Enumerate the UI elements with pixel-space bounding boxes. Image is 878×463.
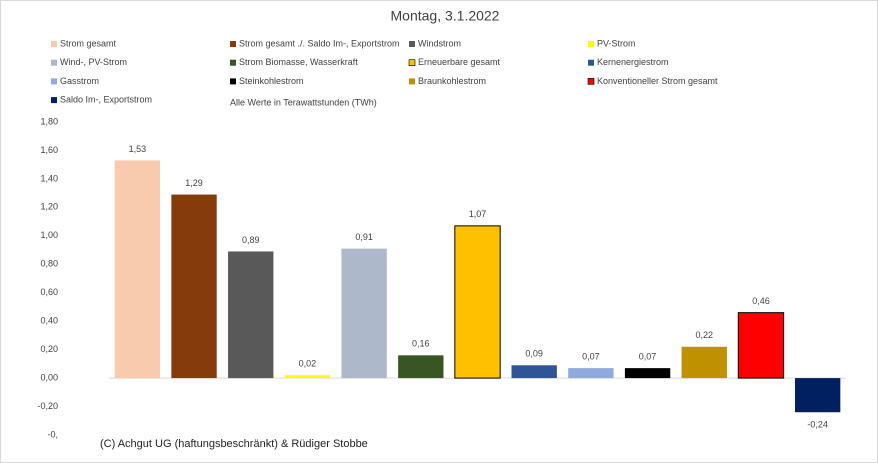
y-tick-label: 0,00 [40, 372, 58, 382]
bar [284, 375, 331, 379]
data-label: 0,09 [525, 349, 543, 359]
bar [737, 312, 785, 379]
bar [114, 160, 161, 379]
data-label: 1,29 [185, 178, 203, 188]
bar [398, 355, 444, 379]
data-label: -0,24 [807, 420, 828, 430]
y-tick-label: 1,40 [40, 173, 58, 183]
legend-label: Windstrom [418, 38, 461, 48]
legend-swatch [230, 59, 236, 66]
legend-swatch [409, 41, 415, 47]
y-tick-label: 1,80 [40, 116, 58, 126]
legend-swatch [51, 97, 57, 104]
bar [568, 368, 614, 379]
bar [228, 251, 274, 379]
legend-swatch [230, 41, 236, 47]
legend-label: Saldo Im-, Exportstrom [60, 94, 152, 104]
legend-label: Strom Biomasse, Wasserkraft [239, 57, 358, 67]
annotation: (C) Achgut UG (haftungsbeschränkt) & Rüd… [100, 438, 368, 450]
bar [681, 346, 727, 379]
data-label: 1,53 [129, 144, 147, 154]
bar [794, 378, 841, 413]
legend-label: Gasstrom [60, 76, 99, 86]
data-label: 0,07 [639, 352, 657, 362]
legend-label: Konventioneller Strom gesamt [597, 76, 718, 86]
data-label: 0,46 [752, 296, 770, 306]
legend-label: Kernenergiestrom [597, 57, 669, 67]
legend-swatch [51, 59, 57, 66]
data-label: 0,02 [299, 359, 317, 369]
legend-label: PV-Strom [597, 38, 636, 48]
data-label: 0,89 [242, 235, 260, 245]
y-tick-label: 0,20 [40, 344, 58, 354]
y-tick-label: 1,20 [40, 202, 58, 212]
data-label: 0,91 [355, 232, 373, 242]
legend-swatch [588, 59, 594, 66]
y-tick-label: 0,80 [40, 259, 58, 269]
legend-swatch [588, 41, 594, 47]
legend-swatch [51, 41, 57, 47]
data-label: 1,07 [469, 209, 487, 219]
legend-swatch [230, 78, 236, 85]
y-tick-label: 1,60 [40, 145, 58, 155]
legend-swatch [587, 78, 595, 85]
bar [341, 248, 387, 379]
legend-label: Steinkohlestrom [239, 76, 304, 86]
legend-label: Wind-, PV-Strom [60, 57, 127, 67]
legend-swatch [409, 78, 415, 85]
y-tick-label: 1,00 [40, 230, 58, 240]
legend-swatch [408, 59, 416, 67]
data-label: 0,07 [582, 352, 600, 362]
legend-label: Strom gesamt ./. Saldo Im-, Exportstrom [239, 38, 400, 48]
legend-label: Erneuerbare gesamt [418, 57, 501, 67]
y-tick-label: -0,20 [37, 401, 58, 411]
y-tick-label: 0,60 [40, 287, 58, 297]
data-label: 0,16 [412, 339, 430, 349]
bar [454, 225, 501, 379]
chart-title: Montag, 3.1.2022 [391, 8, 500, 24]
legend-label: Strom gesamt [60, 38, 117, 48]
bar [624, 368, 671, 379]
y-tick-label: -0, [47, 429, 58, 439]
legend-swatch [51, 78, 57, 85]
data-label: 0,22 [696, 330, 714, 340]
y-tick-label: 0,40 [40, 316, 58, 326]
bar [171, 194, 217, 379]
bar [511, 365, 557, 379]
chart-subtitle: Alle Werte in Terawattstunden (TWh) [230, 97, 377, 107]
legend-label: Braunkohlestrom [418, 76, 486, 86]
